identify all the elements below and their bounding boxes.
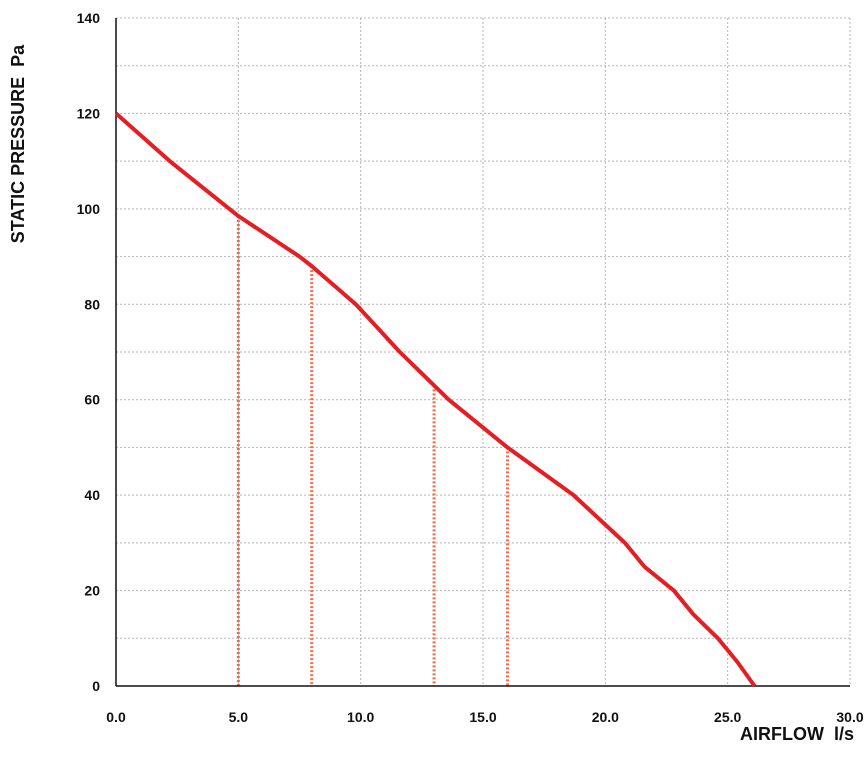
y-tick-label: 60 [84, 392, 100, 408]
series-group [114, 111, 757, 688]
y-tick-label: 0 [92, 678, 100, 694]
series-line [114, 111, 757, 688]
y-axis-title: STATIC PRESSURE Pa [8, 44, 28, 243]
x-tick-label: 30.0 [836, 709, 863, 725]
x-axis-title: AIRFLOW l/s [740, 724, 854, 744]
y-tick-label: 20 [84, 583, 100, 599]
reference-lines [236, 216, 509, 686]
x-tick-label: 0.0 [106, 709, 126, 725]
x-tick-label: 25.0 [714, 709, 741, 725]
x-tick-label: 20.0 [592, 709, 619, 725]
y-tick-label: 80 [84, 296, 100, 312]
y-tick-label: 120 [77, 105, 101, 121]
x-tick-label: 15.0 [469, 709, 496, 725]
x-tick-label: 5.0 [229, 709, 249, 725]
y-tick-labels: 0 20 40 60 80 100 120 140 [77, 10, 101, 694]
y-tick-label: 140 [77, 10, 101, 26]
x-tick-labels: 0.0 5.0 10.0 15.0 20.0 25.0 30.0 [106, 709, 864, 725]
grid-lines [116, 17, 851, 686]
y-tick-label: 40 [84, 487, 100, 503]
x-tick-label: 10.0 [347, 709, 374, 725]
axes [115, 18, 850, 687]
y-tick-label: 100 [77, 201, 101, 217]
